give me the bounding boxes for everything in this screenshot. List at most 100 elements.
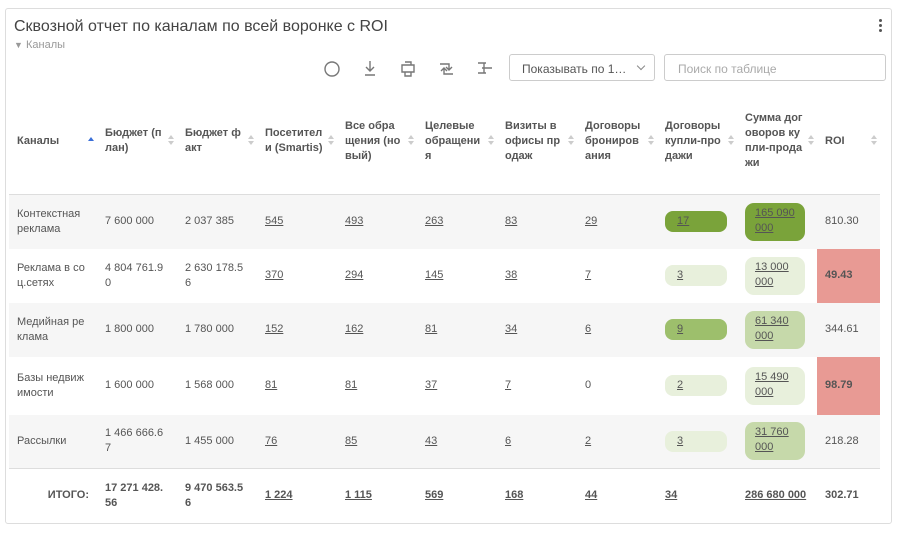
- menu-button[interactable]: [879, 19, 883, 34]
- table-row: Реклама в соц.сетях 4 804 761.90 2 630 178…: [9, 248, 880, 303]
- table-cell: 152: [257, 303, 337, 357]
- value-pill[interactable]: 3: [665, 430, 727, 452]
- table-row: Контекстная реклама 7 600 000 2 037 385 545…: [9, 194, 880, 249]
- table-row: Медийная реклама 1 800 000 1 780 000 152 162…: [9, 302, 880, 357]
- column-header[interactable]: ROI: [817, 88, 880, 195]
- column-header[interactable]: Каналы: [9, 88, 97, 195]
- table-cell: 1 568 000: [185, 379, 234, 391]
- value-pill[interactable]: 9: [665, 319, 727, 340]
- table-cell: 98.79: [817, 356, 880, 415]
- column-title: Договоры бронирования: [585, 119, 641, 162]
- value-pill[interactable]: 61 340 000: [745, 310, 805, 349]
- page-size-select[interactable]: Показывать по 1…: [509, 54, 655, 81]
- cell-link[interactable]: 81: [345, 379, 358, 391]
- total-cell: 286 680 000: [737, 468, 817, 523]
- table-cell: 81: [257, 357, 337, 415]
- total-link[interactable]: 44: [585, 489, 598, 502]
- print-icon[interactable]: [401, 61, 415, 77]
- value-pill[interactable]: 15 490 000: [745, 366, 805, 405]
- cell-link[interactable]: 83: [505, 215, 518, 228]
- cell-link[interactable]: 37: [425, 379, 438, 391]
- total-link[interactable]: 34: [665, 489, 678, 502]
- columns-icon[interactable]: [478, 62, 492, 74]
- cell-link[interactable]: 6: [585, 323, 592, 335]
- cell-link[interactable]: 81: [265, 379, 278, 391]
- table-cell: 61 340 000: [737, 303, 817, 357]
- column-header[interactable]: Визиты в офисы продаж: [497, 88, 577, 195]
- filter-text: Каналы: [25, 39, 66, 51]
- table-cell: Реклама в соц.сетях: [17, 261, 85, 289]
- total-cell: 9 470 563.56: [177, 468, 257, 523]
- cell-link[interactable]: 76: [265, 434, 278, 447]
- cell-link[interactable]: 2: [585, 434, 592, 447]
- table-cell: 6: [497, 415, 577, 469]
- table-cell: 165 090 000: [737, 195, 817, 249]
- table-cell: 9: [657, 303, 737, 357]
- cell-link[interactable]: 294: [345, 269, 364, 281]
- cell-link[interactable]: 38: [505, 269, 518, 281]
- cell-link[interactable]: 162: [345, 323, 364, 335]
- table-cell: 344.61: [825, 323, 859, 335]
- report-table: Каналы Бюджет (план) Бюджет факт Посетители…: [9, 88, 880, 523]
- column-title: Бюджет факт: [185, 127, 241, 154]
- column-header[interactable]: Договоры купли-продажи: [657, 88, 737, 195]
- total-link[interactable]: 569: [425, 489, 444, 502]
- value-pill[interactable]: 13 000 000: [745, 256, 805, 295]
- column-header[interactable]: Бюджет факт: [177, 88, 257, 195]
- column-header[interactable]: Бюджет (план): [97, 88, 177, 195]
- value-pill[interactable]: 2: [665, 375, 727, 396]
- refresh-icon[interactable]: [440, 63, 453, 75]
- cell-link[interactable]: 85: [345, 434, 358, 447]
- total-link[interactable]: 1 115: [345, 489, 372, 502]
- column-title: ROI: [825, 134, 845, 147]
- table-cell: 34: [497, 303, 577, 357]
- cell-link[interactable]: 145: [425, 269, 444, 281]
- total-cell: 1 224: [257, 468, 337, 523]
- value-pill[interactable]: 17: [665, 211, 727, 233]
- column-title: Целевые обращения: [425, 119, 481, 162]
- search-input[interactable]: Поиск по таблице: [664, 54, 886, 81]
- table-cell: 83: [497, 195, 577, 249]
- cell-link[interactable]: 6: [505, 434, 512, 447]
- cell-link[interactable]: 81: [425, 323, 438, 335]
- cell-link[interactable]: 29: [585, 215, 598, 228]
- table-cell: 493: [337, 195, 417, 249]
- value-pill[interactable]: 31 760 000: [745, 422, 805, 461]
- cell-link[interactable]: 263: [425, 215, 444, 228]
- cell-link[interactable]: 370: [265, 269, 284, 281]
- column-header[interactable]: Договоры бронирования: [577, 88, 657, 195]
- column-header[interactable]: Целевые обращения: [417, 88, 497, 195]
- download-icon[interactable]: [365, 61, 375, 76]
- report-card: Сквозной отчет по каналам по всей воронк…: [5, 8, 892, 524]
- total-link[interactable]: 286 680 000: [745, 489, 807, 502]
- column-title: Договоры купли-продажи: [665, 119, 721, 162]
- column-header[interactable]: Все обращения (новый): [337, 88, 417, 195]
- table-cell: Медийная реклама: [17, 315, 85, 343]
- cell-link[interactable]: 493: [345, 215, 364, 228]
- cell-link[interactable]: 7: [505, 379, 512, 391]
- palette-icon[interactable]: [324, 61, 340, 77]
- table-cell: 1 780 000: [185, 323, 234, 335]
- cell-link[interactable]: 7: [585, 269, 592, 281]
- total-link[interactable]: 1 224: [265, 489, 293, 502]
- table-cell: 2: [657, 357, 737, 415]
- column-header[interactable]: Сумма договоров купли-продажи: [737, 88, 817, 195]
- total-cell: 302.71: [817, 468, 880, 523]
- value-pill[interactable]: 3: [665, 265, 727, 286]
- table-cell: 294: [337, 249, 417, 303]
- column-header[interactable]: Посетители (Smartis): [257, 88, 337, 195]
- table-cell: 81: [337, 357, 417, 415]
- table-cell: Базы недвижимости: [17, 371, 84, 399]
- cell-link[interactable]: 545: [265, 215, 284, 228]
- value-pill[interactable]: 165 090 000: [745, 202, 805, 241]
- total-link[interactable]: 168: [505, 489, 524, 502]
- table-cell: 1 466 666.67: [105, 427, 164, 455]
- table-cell: 17: [657, 195, 737, 249]
- filter-label[interactable]: ▼ Каналы: [14, 39, 66, 51]
- table-cell: 3: [657, 415, 737, 469]
- cell-link[interactable]: 152: [265, 323, 284, 335]
- table-cell: 4 804 761.90: [105, 261, 164, 289]
- table-cell: 29: [577, 195, 657, 249]
- cell-link[interactable]: 43: [425, 434, 438, 447]
- cell-link[interactable]: 34: [505, 323, 518, 335]
